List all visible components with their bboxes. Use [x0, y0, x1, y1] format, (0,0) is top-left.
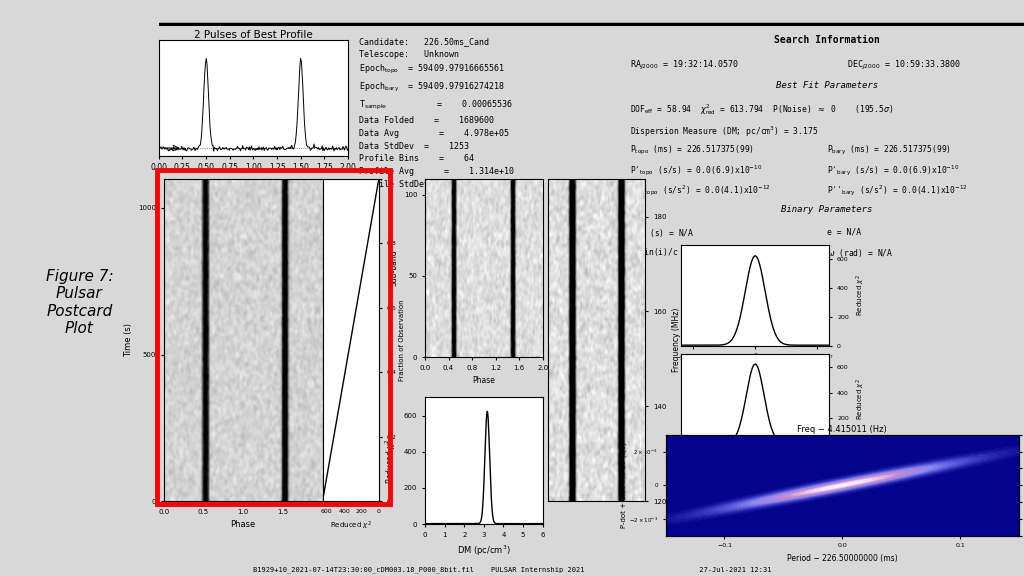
Text: B1929+10_2021-07-14T23:30:00_cDM003.18_P000_8bit.fil    PULSAR Internship 2021  : B1929+10_2021-07-14T23:30:00_cDM003.18_P…: [253, 566, 771, 573]
Text: P'$_{\rm topo}$ (s/s) = 0.0(6.9)x10$^{-10}$: P'$_{\rm topo}$ (s/s) = 0.0(6.9)x10$^{-1…: [630, 164, 762, 178]
Y-axis label: Frequency (MHz): Frequency (MHz): [672, 308, 681, 372]
X-axis label: DM (pc/cm$^3$): DM (pc/cm$^3$): [457, 543, 511, 558]
Text: Binary Parameters: Binary Parameters: [781, 205, 872, 214]
Title: Freq − 4.415011 (Hz): Freq − 4.415011 (Hz): [798, 425, 887, 434]
Text: P''$_{\rm topo}$ (s/s$^2$) = 0.0(4.1)x10$^{-12}$: P''$_{\rm topo}$ (s/s$^2$) = 0.0(4.1)x10…: [630, 183, 771, 198]
Text: RA$_{J2000}$ = 19:32:14.0570: RA$_{J2000}$ = 19:32:14.0570: [630, 59, 739, 72]
Y-axis label: P-dot + 1.5744e-19 (s/s): P-dot + 1.5744e-19 (s/s): [621, 442, 628, 528]
Text: DOF$_{\rm eff}$ = 58.94  $\chi^2_{\rm red}$ = 613.794  P(Noise) $\approx$ 0    (: DOF$_{\rm eff}$ = 58.94 $\chi^2_{\rm red…: [630, 103, 893, 118]
X-axis label: Reduced $\chi^2$: Reduced $\chi^2$: [330, 520, 372, 532]
X-axis label: Phase: Phase: [230, 520, 256, 529]
Text: e = N/A: e = N/A: [827, 227, 861, 236]
Title: 2 Pulses of Best Profile: 2 Pulses of Best Profile: [195, 29, 312, 40]
Y-axis label: Reduced $\chi^2$: Reduced $\chi^2$: [854, 274, 866, 316]
Text: Candidate:   226.50ms_Cand
Telescope:   Unknown
Epoch$_{\rm topo}$  = 59409.9791: Candidate: 226.50ms_Cand Telescope: Unkn…: [358, 37, 514, 189]
Text: $\omega$ (rad) = N/A: $\omega$ (rad) = N/A: [827, 247, 893, 259]
Y-axis label: Sub-band: Sub-band: [389, 249, 398, 286]
Text: DEC$_{J2000}$ = 10:59:33.3800: DEC$_{J2000}$ = 10:59:33.3800: [847, 59, 961, 72]
X-axis label: Period − 226.50000000 (ms): Period − 226.50000000 (ms): [786, 554, 898, 563]
X-axis label: P-dot + 1.5744e-19 (s/s): P-dot + 1.5744e-19 (s/s): [709, 368, 802, 377]
Text: a$_1$sin(i)/c (s) = N/A: a$_1$sin(i)/c (s) = N/A: [630, 247, 727, 259]
X-axis label: Phase: Phase: [472, 376, 496, 385]
Text: P''$_{\rm bary}$ (s/s$^2$) = 0.0(4.1)x10$^{-12}$: P''$_{\rm bary}$ (s/s$^2$) = 0.0(4.1)x10…: [827, 183, 968, 198]
X-axis label: Period − 226.50000000 (ms): Period − 226.50000000 (ms): [699, 462, 811, 471]
Y-axis label: Fraction of Observation: Fraction of Observation: [399, 299, 406, 381]
Y-axis label: Reduced $\chi^2$: Reduced $\chi^2$: [384, 438, 398, 484]
Text: P$_{\rm bary}$ (ms) = 226.517375(99): P$_{\rm bary}$ (ms) = 226.517375(99): [827, 144, 951, 157]
Text: P'$_{\rm bary}$ (s/s) = 0.0(6.9)x10$^{-10}$: P'$_{\rm bary}$ (s/s) = 0.0(6.9)x10$^{-1…: [827, 164, 959, 178]
Y-axis label: Time (s): Time (s): [124, 323, 133, 357]
Text: Dispersion Measure (DM; pc/cm$^3$) = 3.175: Dispersion Measure (DM; pc/cm$^3$) = 3.1…: [630, 124, 818, 139]
Text: P$_{\rm orb}$ (s) = N/A: P$_{\rm orb}$ (s) = N/A: [630, 227, 694, 240]
Text: Best Fit Parameters: Best Fit Parameters: [776, 81, 878, 89]
Text: P$_{\rm topo}$ (ms) = 226.517375(99): P$_{\rm topo}$ (ms) = 226.517375(99): [630, 144, 754, 157]
Text: Search Information: Search Information: [774, 35, 880, 44]
Y-axis label: Reduced $\chi^2$: Reduced $\chi^2$: [854, 378, 866, 420]
Text: Figure 7:
Pulsar
Postcard
Plot: Figure 7: Pulsar Postcard Plot: [45, 269, 114, 336]
